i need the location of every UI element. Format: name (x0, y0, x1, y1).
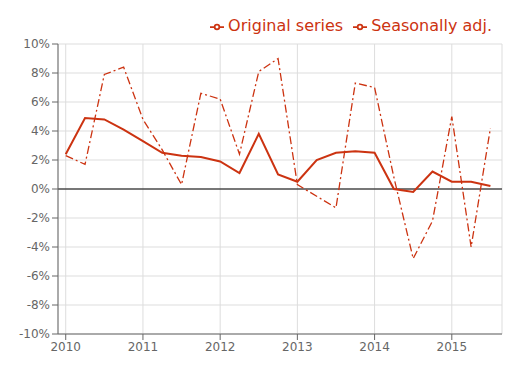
svg-text:-4%: -4% (27, 240, 50, 254)
svg-text:2010: 2010 (50, 340, 81, 354)
svg-text:0%: 0% (31, 182, 50, 196)
svg-text:-10%: -10% (19, 327, 50, 341)
svg-text:-6%: -6% (27, 269, 50, 283)
svg-text:4%: 4% (31, 124, 50, 138)
svg-text:2014: 2014 (359, 340, 390, 354)
svg-text:-8%: -8% (27, 298, 50, 312)
html-text:Seasonally adj.: Seasonally adj. (371, 16, 492, 35)
html-text:Original series: Original series (228, 16, 344, 35)
svg-text:6%: 6% (31, 95, 50, 109)
svg-text:-2%: -2% (27, 211, 50, 225)
svg-text:2011: 2011 (128, 340, 159, 354)
svg-text:2%: 2% (31, 153, 50, 167)
svg-text:2015: 2015 (437, 340, 468, 354)
svg-text:8%: 8% (31, 66, 50, 80)
svg-text:2013: 2013 (282, 340, 313, 354)
svg-text:10%: 10% (23, 37, 50, 51)
svg-text:2012: 2012 (205, 340, 236, 354)
